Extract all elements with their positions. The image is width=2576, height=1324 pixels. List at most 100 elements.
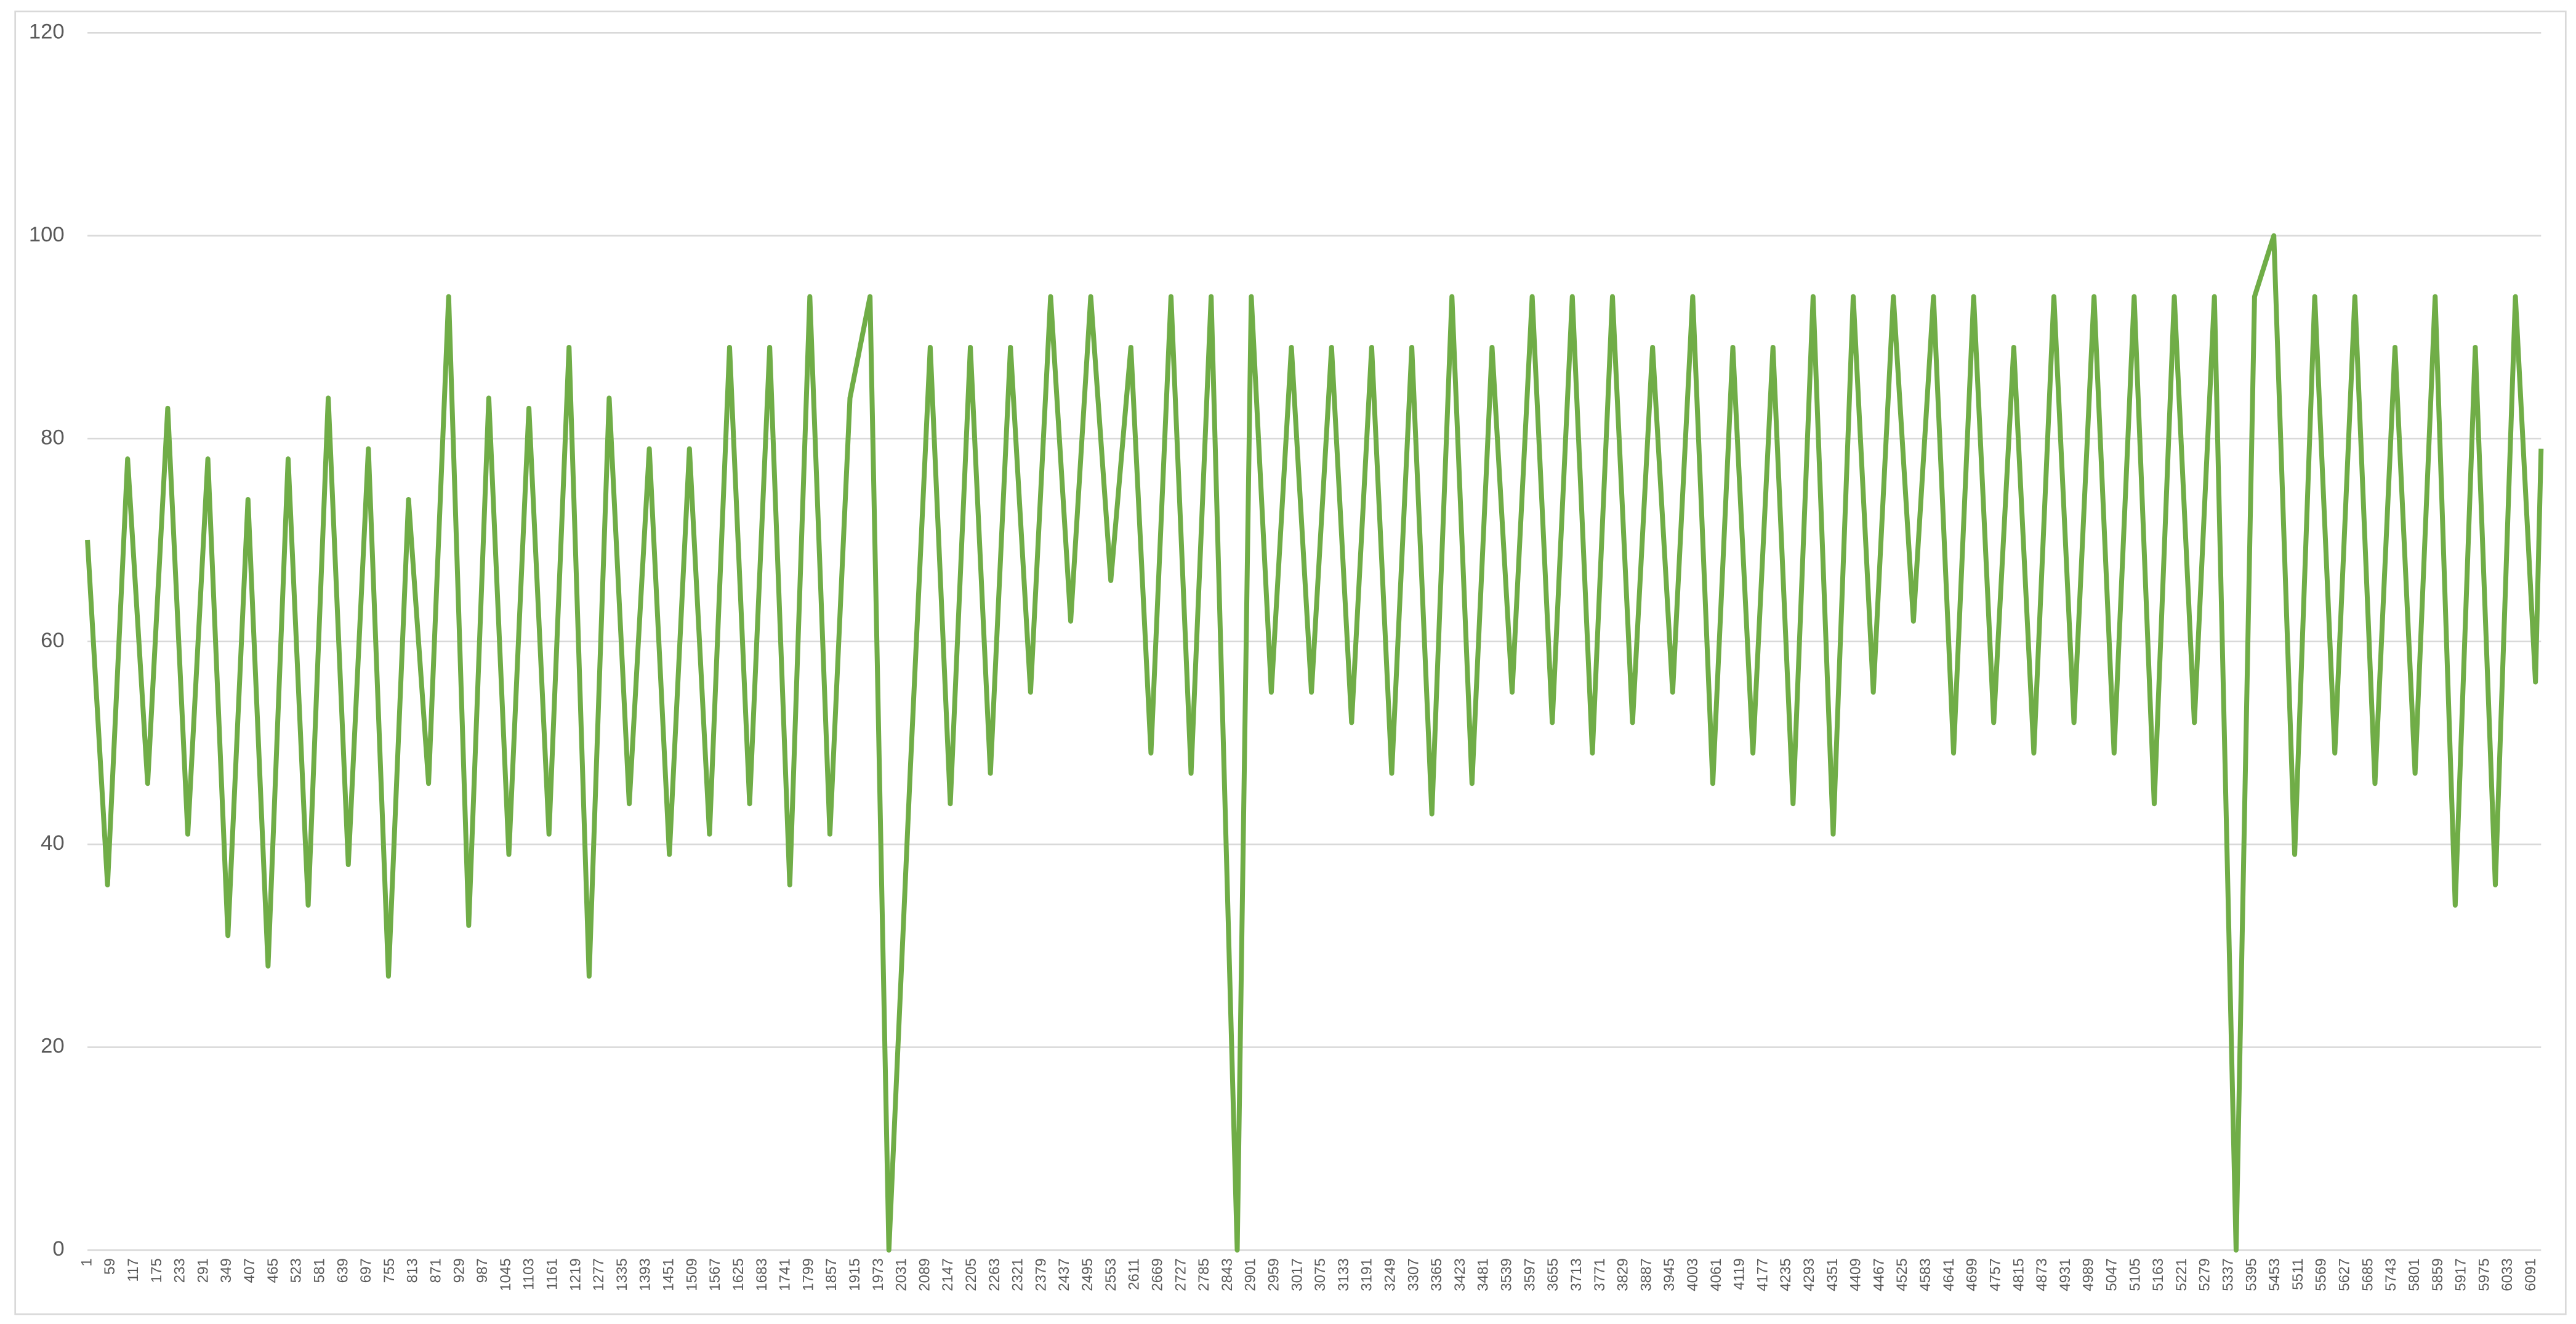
x-tick-label: 1799: [800, 1258, 816, 1291]
grid: [87, 32, 2542, 1251]
x-tick-label: 2089: [916, 1258, 933, 1291]
x-tick-label: 871: [427, 1258, 444, 1283]
x-tick-label: 2205: [963, 1258, 980, 1291]
x-tick-label: 5569: [2313, 1258, 2330, 1291]
x-tick-label: 465: [265, 1258, 281, 1283]
x-tick-label: 1335: [614, 1258, 630, 1291]
x-tick-label: 1161: [544, 1258, 561, 1290]
x-tick-label: 987: [474, 1258, 491, 1283]
x-tick-label: 5395: [2243, 1258, 2260, 1291]
x-tick-label: 4931: [2057, 1258, 2074, 1291]
x-tick-label: 3713: [1568, 1258, 1585, 1291]
x-tick-label: 5511: [2290, 1258, 2306, 1290]
x-tick-label: 929: [451, 1258, 467, 1283]
x-tick-label: 697: [358, 1258, 374, 1283]
x-tick-label: 1: [78, 1258, 95, 1266]
x-tick-label: 6033: [2499, 1258, 2516, 1291]
x-tick-label: 2959: [1265, 1258, 1282, 1291]
x-tick-label: 3133: [1335, 1258, 1352, 1291]
x-tick-label: 5685: [2359, 1258, 2376, 1291]
x-tick-label: 3481: [1475, 1258, 1492, 1291]
x-tick-label: 4235: [1777, 1258, 1794, 1291]
x-tick-label: 175: [148, 1258, 165, 1283]
x-tick-label: 2611: [1126, 1258, 1143, 1290]
x-tick-label: 4119: [1731, 1258, 1748, 1290]
y-tick-label: 40: [41, 831, 65, 855]
x-tick-label: 1103: [521, 1258, 537, 1290]
x-tick-label: 2669: [1149, 1258, 1165, 1291]
x-tick-label: 1915: [847, 1258, 863, 1291]
x-tick-label: 3539: [1499, 1258, 1515, 1291]
chart-frame: [14, 10, 2567, 1315]
x-tick-label: 4409: [1848, 1258, 1864, 1291]
x-tick-label: 3887: [1638, 1258, 1654, 1291]
x-tick-label: 4351: [1824, 1258, 1841, 1291]
x-tick-label: 1451: [661, 1258, 677, 1291]
y-tick-label: 80: [41, 426, 65, 449]
x-tick-label: 4525: [1894, 1258, 1910, 1291]
x-tick-label: 1509: [683, 1258, 700, 1291]
axis-labels: 0 20 40 60 80 100 120 1 59 117 175 233 291 349 407 465 5…: [29, 20, 2539, 1291]
x-tick-label: 5917: [2453, 1258, 2469, 1291]
x-tick-label: 523: [288, 1258, 305, 1283]
x-tick-label: 6091: [2522, 1258, 2539, 1291]
x-tick-label: 5163: [2150, 1258, 2167, 1291]
x-tick-label: 4293: [1801, 1258, 1817, 1291]
x-tick-label: 1045: [497, 1258, 514, 1291]
x-tick-label: 4003: [1684, 1258, 1701, 1291]
x-tick-label: 2495: [1079, 1258, 1096, 1291]
x-tick-label: 1973: [870, 1258, 887, 1291]
x-tick-label: 117: [125, 1258, 142, 1282]
x-tick-label: 2263: [986, 1258, 1003, 1291]
x-tick-label: 4467: [1870, 1258, 1887, 1291]
x-tick-label: 59: [102, 1258, 118, 1275]
x-tick-label: 4641: [1941, 1258, 1957, 1291]
x-tick-label: 2437: [1056, 1258, 1073, 1291]
x-tick-label: 4873: [2034, 1258, 2050, 1291]
data-line: [85, 233, 2544, 1253]
x-tick-label: 5221: [2173, 1258, 2190, 1291]
x-tick-label: 3191: [1359, 1258, 1375, 1291]
x-tick-label: 639: [334, 1258, 351, 1283]
x-tick-label: 5279: [2197, 1258, 2213, 1291]
x-tick-label: 3307: [1405, 1258, 1422, 1291]
x-tick-label: 2843: [1219, 1258, 1236, 1291]
y-tick-label: 0: [52, 1237, 64, 1261]
x-tick-label: 2379: [1032, 1258, 1049, 1291]
x-tick-label: 1857: [823, 1258, 840, 1291]
x-tick-label: 5453: [2266, 1258, 2283, 1291]
y-tick-label: 100: [29, 223, 65, 246]
plot: [85, 233, 2544, 1253]
x-tick-label: 4699: [1964, 1258, 1981, 1291]
x-tick-label: 5975: [2476, 1258, 2492, 1291]
x-tick-label: 2553: [1103, 1258, 1119, 1291]
x-tick-label: 5627: [2337, 1258, 2353, 1291]
x-tick-label: 4757: [1987, 1258, 2003, 1291]
x-tick-label: 5801: [2406, 1258, 2423, 1291]
x-tick-label: 3075: [1312, 1258, 1329, 1291]
x-tick-label: 755: [381, 1258, 398, 1283]
x-tick-label: 2901: [1242, 1258, 1259, 1291]
x-tick-label: 3655: [1545, 1258, 1561, 1291]
x-tick-label: 233: [172, 1258, 188, 1283]
x-tick-label: 4815: [2010, 1258, 2027, 1291]
x-tick-label: 3597: [1521, 1258, 1538, 1291]
y-tick-label: 120: [29, 20, 65, 44]
x-tick-label: 2031: [893, 1258, 910, 1291]
x-tick-label: 1741: [777, 1258, 794, 1291]
x-tick-label: 5337: [2220, 1258, 2237, 1291]
x-tick-label: 5859: [2429, 1258, 2446, 1291]
x-tick-label: 407: [241, 1258, 258, 1283]
x-tick-label: 3423: [1452, 1258, 1468, 1291]
x-tick-label: 1625: [730, 1258, 747, 1291]
x-tick-label: 4583: [1917, 1258, 1934, 1291]
y-tick-label: 60: [41, 629, 65, 652]
x-tick-label: 3365: [1428, 1258, 1445, 1291]
x-tick-label: 2321: [1010, 1258, 1026, 1291]
x-tick-label: 1683: [754, 1258, 770, 1291]
x-tick-label: 3829: [1615, 1258, 1632, 1291]
x-tick-label: 813: [405, 1258, 421, 1283]
x-tick-label: 1277: [590, 1258, 607, 1291]
